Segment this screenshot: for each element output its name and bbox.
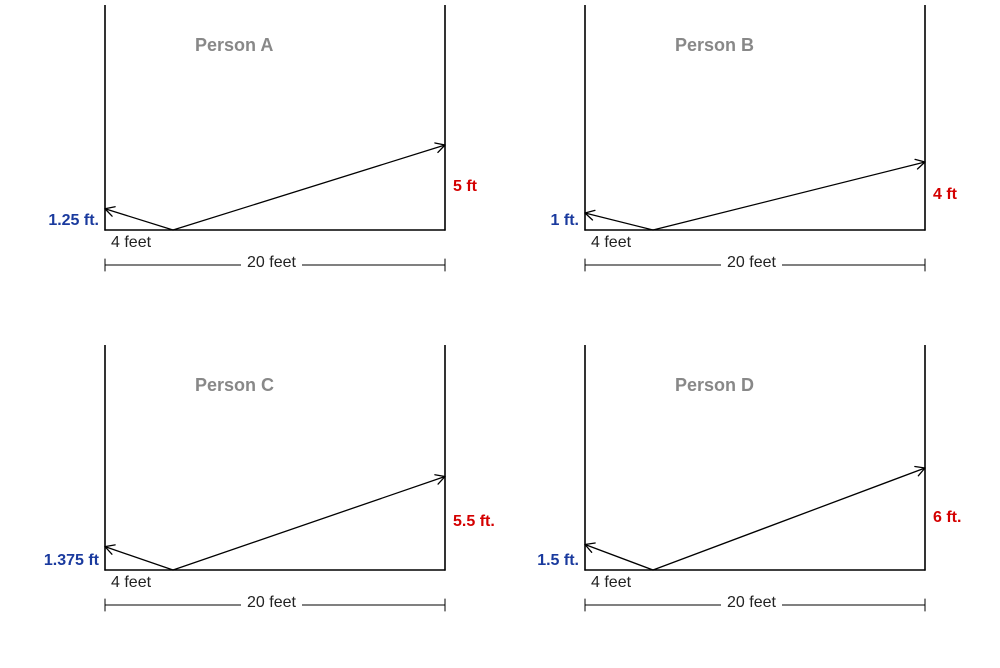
right-height-label-d: 6 ft. — [933, 509, 961, 527]
foot-label-b: 4 feet — [591, 234, 631, 252]
panel-title-b: Person B — [675, 35, 754, 56]
diagram-panel-b: Person B 1 ft. 4 ft 4 feet 20 feet — [520, 5, 990, 315]
span-label-b: 20 feet — [721, 254, 782, 272]
foot-label-a: 4 feet — [111, 234, 151, 252]
left-height-label-b: 1 ft. — [551, 212, 579, 230]
diagram-panel-a: Person A 1.25 ft. 5 ft 4 feet 20 feet — [40, 5, 510, 315]
foot-label-d: 4 feet — [591, 574, 631, 592]
span-label-a: 20 feet — [241, 254, 302, 272]
foot-label-c: 4 feet — [111, 574, 151, 592]
diagram-panel-d: Person D 1.5 ft. 6 ft. 4 feet 20 feet — [520, 345, 990, 655]
diagram-panel-c: Person C 1.375 ft 5.5 ft. 4 feet 20 feet — [40, 345, 510, 655]
left-height-label-a: 1.25 ft. — [48, 212, 99, 230]
left-height-label-c: 1.375 ft — [44, 552, 99, 570]
right-height-label-b: 4 ft — [933, 186, 957, 204]
span-label-d: 20 feet — [721, 594, 782, 612]
panel-title-d: Person D — [675, 375, 754, 396]
right-height-label-a: 5 ft — [453, 178, 477, 196]
panel-title-c: Person C — [195, 375, 274, 396]
panel-title-a: Person A — [195, 35, 273, 56]
right-height-label-c: 5.5 ft. — [453, 513, 495, 531]
left-height-label-d: 1.5 ft. — [537, 552, 579, 570]
span-label-c: 20 feet — [241, 594, 302, 612]
